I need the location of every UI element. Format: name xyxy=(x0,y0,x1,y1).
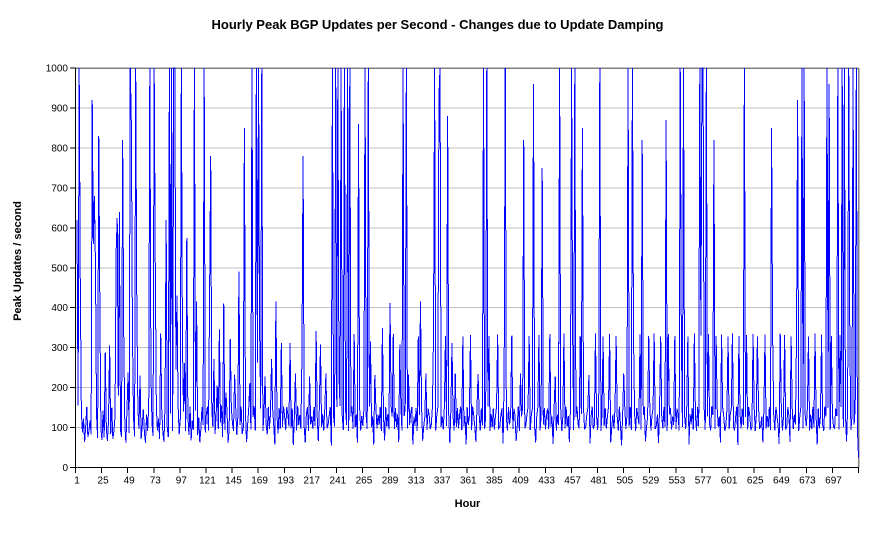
y-tick-label: 100 xyxy=(51,423,68,434)
x-tick-label: 673 xyxy=(799,476,816,487)
x-tick-label: 97 xyxy=(176,476,188,487)
x-tick-label: 241 xyxy=(330,476,347,487)
x-tick-label: 337 xyxy=(434,476,451,487)
x-tick-label: 577 xyxy=(695,476,712,487)
y-tick-label: 900 xyxy=(51,103,68,114)
x-tick-label: 433 xyxy=(538,476,555,487)
x-tick-label: 553 xyxy=(669,476,686,487)
y-tick-label: 700 xyxy=(51,183,68,194)
series-line xyxy=(76,67,859,458)
y-tick-label: 500 xyxy=(51,263,68,274)
x-tick-label: 481 xyxy=(590,476,607,487)
x-tick-label: 697 xyxy=(825,476,842,487)
y-axis-title: Peak Updates / second xyxy=(12,201,24,321)
x-tick-label: 217 xyxy=(303,476,320,487)
x-tick-label: 121 xyxy=(199,476,216,487)
y-tick-label: 1000 xyxy=(46,64,69,75)
y-tick-label: 400 xyxy=(51,303,68,314)
y-tick-label: 600 xyxy=(51,223,68,234)
x-tick-label: 505 xyxy=(616,476,633,487)
chart-title: Hourly Peak BGP Updates per Second - Cha… xyxy=(211,17,664,32)
x-tick-label: 313 xyxy=(408,476,425,487)
x-tick-label: 49 xyxy=(124,476,136,487)
x-tick-label: 1 xyxy=(74,476,80,487)
y-tick-label: 200 xyxy=(51,383,68,394)
x-tick-label: 409 xyxy=(512,476,529,487)
x-tick-label: 25 xyxy=(98,476,110,487)
y-tick-label: 0 xyxy=(62,463,68,474)
x-tick-label: 361 xyxy=(460,476,477,487)
x-tick-label: 289 xyxy=(382,476,399,487)
x-tick-label: 193 xyxy=(277,476,294,487)
x-tick-label: 649 xyxy=(773,476,790,487)
x-tick-label: 73 xyxy=(150,476,162,487)
y-tick-label: 800 xyxy=(51,143,68,154)
x-tick-label: 385 xyxy=(486,476,503,487)
x-tick-label: 169 xyxy=(251,476,268,487)
x-tick-label: 625 xyxy=(747,476,764,487)
x-tick-label: 601 xyxy=(721,476,738,487)
x-axis-title: Hour xyxy=(454,498,481,510)
y-tick-label: 300 xyxy=(51,343,68,354)
x-tick-label: 265 xyxy=(356,476,373,487)
x-tick-label: 529 xyxy=(643,476,660,487)
x-tick-label: 457 xyxy=(564,476,581,487)
x-tick-label: 145 xyxy=(225,476,242,487)
